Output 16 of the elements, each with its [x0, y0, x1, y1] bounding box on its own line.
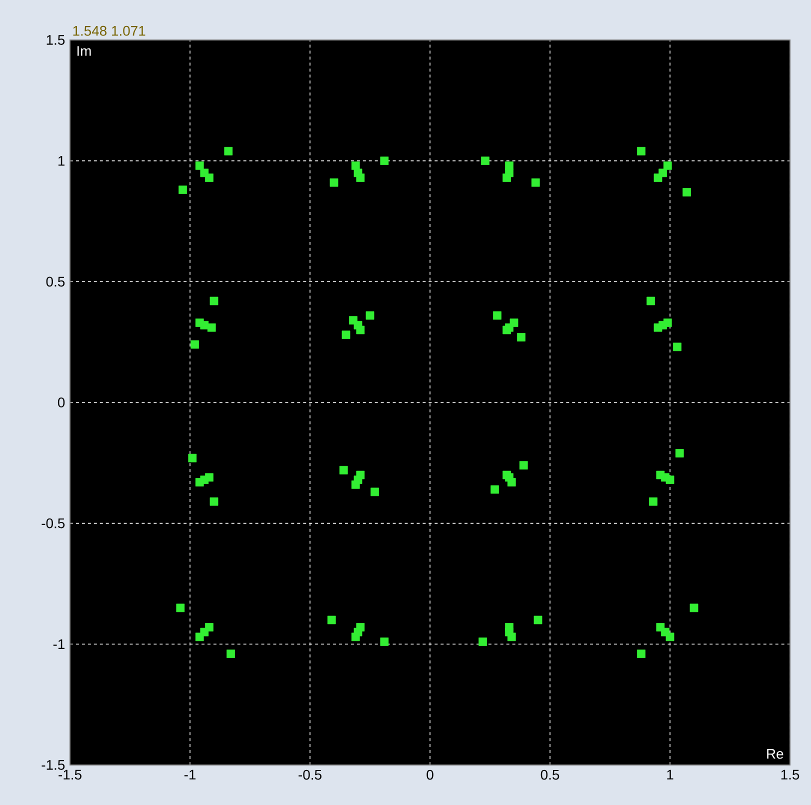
- y-tick-label: 0: [58, 398, 65, 408]
- y-tick-label: 1.5: [46, 35, 65, 45]
- x-tick-label: -1: [184, 770, 196, 780]
- y-axis-title: Im: [77, 46, 91, 56]
- text: 1.548 1.071: [73, 26, 146, 36]
- x-tick-label: 0: [426, 770, 434, 780]
- x-tick-label: 1.5: [781, 770, 800, 780]
- y-tick-label: -0.5: [42, 518, 65, 528]
- x-axis-title: Re: [767, 749, 784, 759]
- x-tick-label: -0.5: [298, 770, 322, 780]
- x-tick-label: 1: [667, 770, 674, 780]
- y-tick-label: -1: [53, 639, 64, 649]
- y-tick-label: -1.5: [42, 760, 65, 770]
- y-tick-label: 0.5: [46, 276, 65, 287]
- y-tick-label: 1: [58, 156, 64, 166]
- x-tick-label: 0.5: [540, 770, 560, 780]
